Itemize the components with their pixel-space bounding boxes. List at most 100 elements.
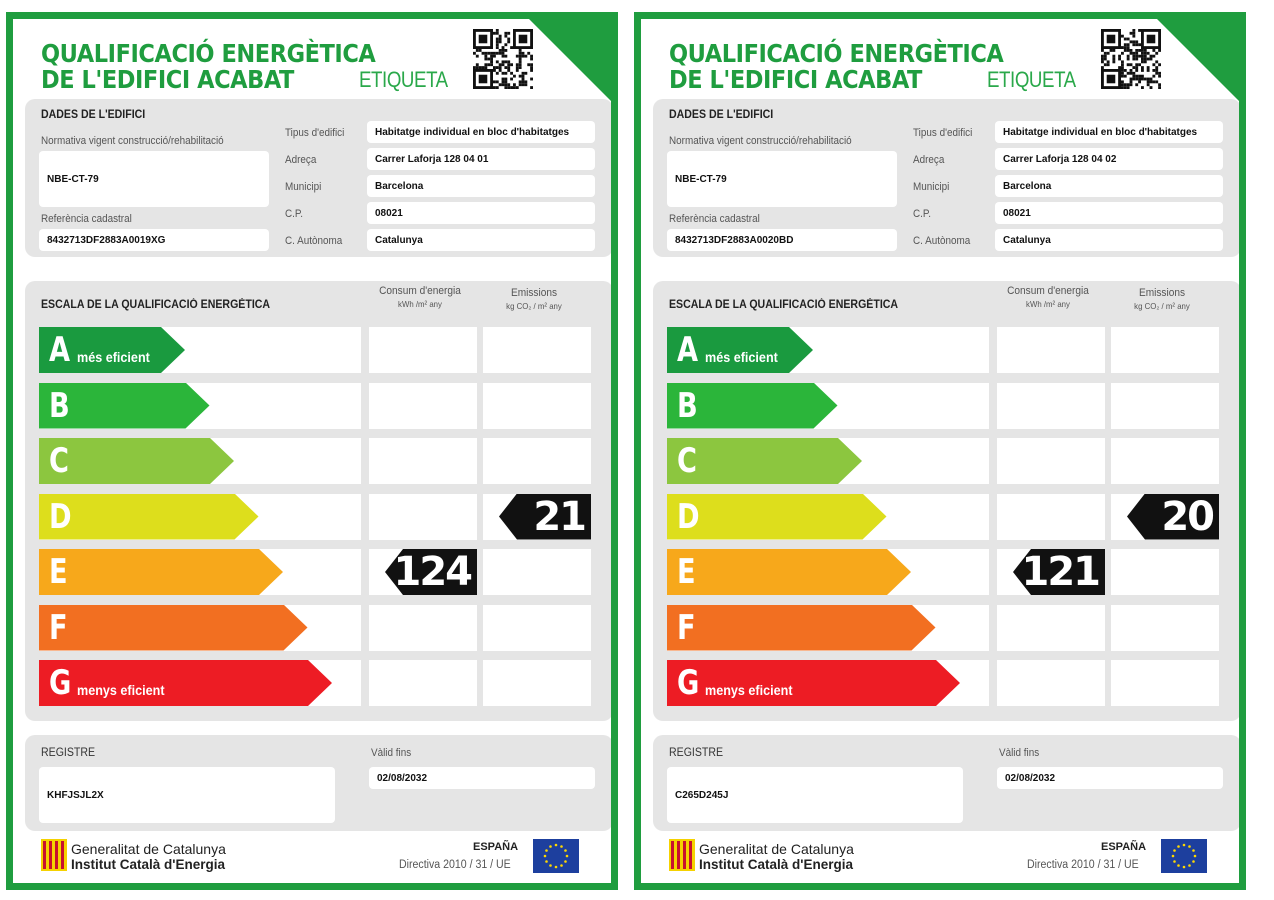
energy-label-card-2: QUALIFICACIÓ ENERGÈTICA DE L'EDIFICI ACA… bbox=[634, 12, 1246, 890]
consum-cell bbox=[997, 604, 1105, 651]
ref-cadastral-label: Referència cadastral bbox=[669, 213, 760, 225]
generalitat-text: Generalitat de Catalunya bbox=[71, 841, 226, 857]
directiva-text: Directiva 2010 / 31 / UE bbox=[399, 859, 511, 871]
registre-heading: REGISTRE bbox=[669, 747, 724, 759]
ref-cadastral-label: Referència cadastral bbox=[41, 213, 132, 225]
consum-value-badge: 121 bbox=[1013, 549, 1105, 595]
emissions-title: Emissions bbox=[510, 287, 558, 299]
emissions-cell bbox=[483, 327, 591, 373]
eu-flag-icon bbox=[533, 839, 579, 873]
emissions-cell bbox=[1111, 604, 1219, 651]
building-data-panel: DADES DE L'EDIFICI Normativa vigent cons… bbox=[653, 99, 1239, 257]
comunitat-label: C. Autònoma bbox=[913, 235, 971, 247]
title-line1: QUALIFICACIÓ ENERGÈTICA bbox=[41, 39, 376, 68]
emissions-title: Emissions bbox=[1138, 287, 1186, 299]
emissions-column-header: Emissions kg CO₂ / m² any bbox=[1111, 287, 1212, 313]
corner-triangle bbox=[529, 19, 611, 101]
class-arrow-d: D bbox=[667, 494, 887, 540]
building-heading: DADES DE L'EDIFICI bbox=[669, 109, 774, 121]
class-letter: G bbox=[677, 663, 700, 703]
espana-text: ESPAÑA bbox=[1101, 841, 1147, 853]
cp-label: C.P. bbox=[913, 208, 931, 220]
generalitat-text: Generalitat de Catalunya bbox=[699, 841, 854, 857]
valid-label: Vàlid fins bbox=[999, 747, 1040, 759]
title-line2: DE L'EDIFICI ACABAT bbox=[669, 65, 922, 94]
class-letter: F bbox=[677, 607, 696, 648]
registre-heading: REGISTRE bbox=[41, 747, 96, 759]
consum-column-header: Consum d'energia kWh /m² any bbox=[369, 285, 470, 311]
title-line2: DE L'EDIFICI ACABAT bbox=[41, 65, 294, 94]
class-letter: B bbox=[677, 385, 698, 426]
class-arrow-f: F bbox=[667, 605, 936, 651]
registre-field: KHFJSJL2X bbox=[39, 767, 335, 823]
normativa-field: NBE-CT-79 bbox=[667, 151, 897, 207]
tipus-label: Tipus d'edifici bbox=[913, 127, 973, 139]
emissions-cell bbox=[483, 438, 591, 484]
icaen-text: Institut Català d'Energia bbox=[71, 857, 225, 872]
class-letter: D bbox=[677, 496, 700, 537]
emissions-unit: kg CO₂ / m² any bbox=[506, 301, 562, 311]
class-arrow-c: C bbox=[667, 438, 862, 484]
emissions-value-badge: 21 bbox=[499, 493, 591, 540]
comunitat-field: Catalunya bbox=[995, 229, 1223, 251]
energy-label-card-1: QUALIFICACIÓ ENERGÈTICA DE L'EDIFICI ACA… bbox=[6, 12, 618, 890]
adreca-label: Adreça bbox=[913, 154, 945, 166]
class-arrow-b: B bbox=[39, 383, 210, 429]
emissions-value-badge: 20 bbox=[1127, 493, 1219, 540]
class-letter: C bbox=[49, 441, 69, 481]
class-letter: D bbox=[49, 496, 72, 537]
normativa-label: Normativa vigent construcció/rehabilitac… bbox=[41, 135, 224, 147]
municipi-label: Municipi bbox=[913, 181, 950, 193]
consum-cell bbox=[369, 604, 477, 651]
class-arrow-e: E bbox=[667, 549, 911, 595]
consum-cell bbox=[997, 493, 1105, 540]
emissions-cell bbox=[483, 382, 591, 429]
comunitat-field: Catalunya bbox=[367, 229, 595, 251]
class-sublabel: més eficient bbox=[705, 349, 778, 365]
etiqueta-label: ETIQUETA bbox=[987, 67, 1076, 92]
normativa-field: NBE-CT-79 bbox=[39, 151, 269, 207]
class-arrow-b: B bbox=[667, 383, 838, 429]
class-letter: A bbox=[677, 330, 699, 370]
consum-column-header: Consum d'energia kWh /m² any bbox=[997, 285, 1098, 311]
cp-field: 08021 bbox=[367, 202, 595, 224]
directiva-text: Directiva 2010 / 31 / UE bbox=[1027, 859, 1139, 871]
municipi-field: Barcelona bbox=[367, 175, 595, 197]
qr-code-icon bbox=[1101, 29, 1161, 89]
scale-heading: ESCALA DE LA QUALIFICACIÓ ENERGÈTICA bbox=[669, 299, 899, 311]
emissions-cell bbox=[1111, 382, 1219, 429]
municipi-field: Barcelona bbox=[995, 175, 1223, 197]
class-sublabel: menys eficient bbox=[77, 682, 165, 698]
tipus-field: Habitatge individual en bloc d'habitatge… bbox=[995, 121, 1223, 143]
etiqueta-label: ETIQUETA bbox=[359, 67, 448, 92]
emissions-column-header: Emissions kg CO₂ / m² any bbox=[483, 287, 584, 313]
consum-value-badge: 124 bbox=[385, 549, 477, 595]
tipus-label: Tipus d'edifici bbox=[285, 127, 345, 139]
consum-cell bbox=[369, 660, 477, 706]
class-arrow-e: E bbox=[39, 549, 283, 595]
consum-cell bbox=[997, 660, 1105, 706]
emissions-cell bbox=[1111, 660, 1219, 706]
class-arrow-c: C bbox=[39, 438, 234, 484]
consum-cell bbox=[369, 493, 477, 540]
emissions-cell bbox=[483, 549, 591, 595]
registre-panel: REGISTRE KHFJSJL2X Vàlid fins 02/08/2032 bbox=[25, 735, 611, 831]
class-sublabel: més eficient bbox=[77, 349, 150, 365]
municipi-label: Municipi bbox=[285, 181, 322, 193]
class-letter: C bbox=[677, 441, 697, 481]
emissions-cell bbox=[483, 660, 591, 706]
consum-title: Consum d'energia bbox=[379, 285, 461, 297]
qr-code-icon bbox=[473, 29, 533, 89]
consum-unit: kWh /m² any bbox=[1026, 299, 1070, 309]
valid-label: Vàlid fins bbox=[371, 747, 412, 759]
comunitat-label: C. Autònoma bbox=[285, 235, 343, 247]
adreca-field: Carrer Laforja 128 04 02 bbox=[995, 148, 1223, 170]
generalitat-logo bbox=[669, 839, 695, 871]
building-data-panel: DADES DE L'EDIFICI Normativa vigent cons… bbox=[25, 99, 611, 257]
valid-field: 02/08/2032 bbox=[369, 767, 595, 789]
scale-heading: ESCALA DE LA QUALIFICACIÓ ENERGÈTICA bbox=[41, 299, 271, 311]
